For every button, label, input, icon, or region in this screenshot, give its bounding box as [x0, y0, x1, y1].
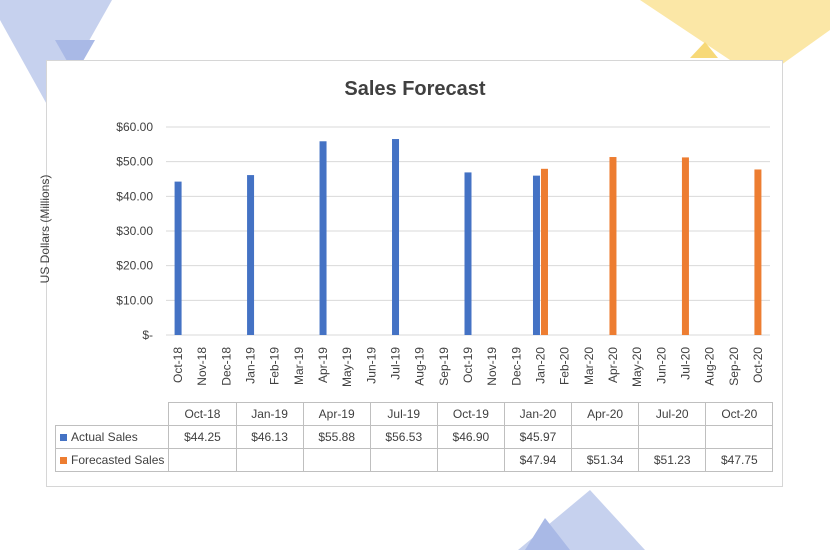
- decor-triangle-blue-top: [0, 0, 112, 110]
- y-tick-label: $50.00: [116, 155, 153, 169]
- legend-key: [60, 457, 67, 465]
- table-row-label: Actual Sales: [54, 425, 170, 449]
- x-tick-label: Sep-20: [727, 347, 741, 386]
- y-tick-label: $30.00: [116, 224, 153, 238]
- table-header-cell: Apr-20: [571, 402, 640, 426]
- x-tick-label: Mar-20: [582, 347, 596, 385]
- table-cell: [436, 448, 505, 472]
- table-cell: $44.25: [168, 425, 237, 449]
- table-cell: $46.90: [436, 425, 505, 449]
- y-tick-label: $-: [142, 328, 153, 342]
- legend-label: Actual Sales: [71, 430, 138, 444]
- x-tick-label: May-20: [630, 347, 644, 387]
- table-cell: [705, 425, 774, 449]
- x-tick-label: Dec-18: [219, 347, 233, 386]
- y-tick-label: $40.00: [116, 189, 153, 203]
- table-row: Forecasted Sales $47.94 $51.34 $51.23 $47.75: [54, 448, 774, 472]
- x-tick-label: Jul-19: [389, 347, 403, 380]
- x-tick-label: Jul-20: [678, 347, 692, 380]
- table-cell: $51.23: [638, 448, 707, 472]
- table-header-cell: Oct-19: [436, 402, 505, 426]
- y-tick-label: $60.00: [116, 120, 153, 134]
- x-tick-label: Apr-20: [606, 347, 620, 383]
- table-header-cell: Apr-19: [302, 402, 371, 426]
- table-header-cell: Jan-20: [503, 402, 573, 426]
- x-tick-label: Oct-19: [461, 347, 475, 383]
- table-header-cell: Jul-20: [638, 402, 707, 426]
- x-tick-label: Sep-19: [437, 347, 451, 386]
- y-tick-label: $10.00: [116, 293, 153, 307]
- bar-forecast: [540, 168, 548, 335]
- x-tick-label: Feb-19: [268, 347, 282, 385]
- bar-actual: [174, 181, 182, 335]
- x-tick-label: Aug-19: [413, 347, 427, 386]
- table-row-label: Forecasted Sales: [54, 448, 170, 472]
- table-cell: $47.94: [503, 448, 573, 472]
- bar-actual: [392, 139, 400, 335]
- table-cell: $45.97: [503, 425, 573, 449]
- y-tick-label: $20.00: [116, 259, 153, 273]
- table-cell: $55.88: [302, 425, 371, 449]
- table-cell: $47.75: [705, 448, 774, 472]
- x-tick-label: May-19: [340, 347, 354, 387]
- data-table: Oct-18 Jan-19 Apr-19 Jul-19 Oct-19 Jan-20 Apr-…: [54, 402, 774, 472]
- bar-actual: [464, 172, 472, 335]
- bar-forecast: [754, 169, 762, 335]
- decor-triangle-yellow-inner: [690, 42, 718, 58]
- legend-key: [60, 434, 67, 442]
- x-tick-label: Feb-20: [558, 347, 572, 385]
- x-tick-label: Jan-19: [244, 347, 258, 384]
- table-header-cell: Jan-19: [235, 402, 304, 426]
- x-tick-label: Dec-19: [509, 347, 523, 386]
- table-header-row: Oct-18 Jan-19 Apr-19 Jul-19 Oct-19 Jan-20 Apr-…: [55, 402, 774, 426]
- legend-label: Forecasted Sales: [71, 453, 165, 467]
- table-corner-cell: [55, 402, 170, 426]
- table-header-cell: Oct-18: [168, 402, 237, 426]
- x-tick-label: Aug-20: [703, 347, 717, 386]
- table-cell: [369, 448, 438, 472]
- decor-triangle-blue-bottom-inner: [525, 518, 570, 550]
- table-header-cell: Oct-20: [705, 402, 774, 426]
- x-tick-label: Jun-19: [364, 347, 378, 384]
- x-tick-label: Oct-20: [751, 347, 765, 383]
- table-cell: $56.53: [369, 425, 438, 449]
- x-tick-label: Nov-18: [195, 347, 209, 386]
- bar-forecast: [681, 157, 689, 335]
- table-row: Actual Sales $44.25 $46.13 $55.88 $56.53 $46.…: [54, 425, 774, 449]
- x-tick-label: Jan-20: [533, 347, 547, 384]
- x-tick-label: Oct-18: [171, 347, 185, 383]
- decor-triangle-blue-top-inner: [55, 40, 95, 75]
- table-header-cell: Jul-19: [369, 402, 438, 426]
- x-tick-label: Mar-19: [292, 347, 306, 385]
- table-cell: $46.13: [235, 425, 304, 449]
- table-cell: [571, 425, 640, 449]
- bar-actual: [319, 141, 327, 335]
- x-tick-label: Jun-20: [654, 347, 668, 384]
- bar-actual: [532, 175, 540, 335]
- x-tick-label: Apr-19: [316, 347, 330, 383]
- bar-actual: [247, 175, 255, 335]
- chart-title: Sales Forecast: [344, 78, 486, 100]
- table-cell: [302, 448, 371, 472]
- table-cell: [168, 448, 237, 472]
- table-cell: $51.34: [571, 448, 640, 472]
- table-cell: [235, 448, 304, 472]
- bar-forecast: [609, 157, 617, 335]
- table-cell: [638, 425, 707, 449]
- x-tick-label: Nov-19: [485, 347, 499, 386]
